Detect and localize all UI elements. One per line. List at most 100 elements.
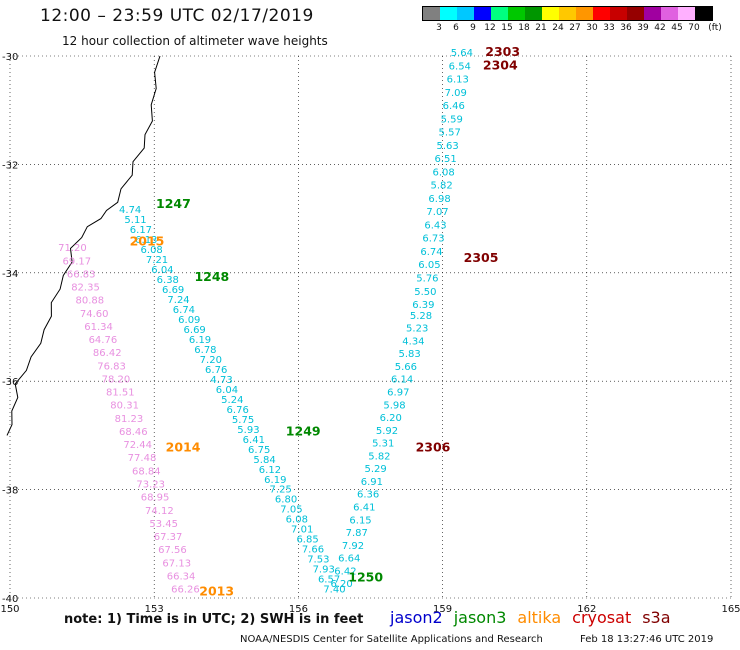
legend-swatch xyxy=(627,7,644,20)
sat-label-s3a: s3a xyxy=(642,608,671,627)
s3a-wave-value: 6.05 xyxy=(418,260,440,271)
legend-labels: 3 6 9 12 15 18 21 24 27 30 33 36 39 42 45 70 (ft) xyxy=(422,23,722,37)
altika-wave-value: 78.20 xyxy=(102,374,131,385)
s3a-wave-value: 5.28 xyxy=(410,311,432,322)
lon-tick-label: 162 xyxy=(577,604,596,615)
s3a-wave-value: 6.51 xyxy=(435,154,457,165)
pass-label-2305: 2305 xyxy=(464,250,499,265)
s3a-wave-value: 6.08 xyxy=(432,167,454,178)
jason3-wave-value: 6.74 xyxy=(173,305,195,316)
altika-wave-value: 61.34 xyxy=(84,322,113,333)
jason3-wave-value: 5.75 xyxy=(232,415,254,426)
legend-swatch xyxy=(440,7,457,20)
altika-wave-value: 81.51 xyxy=(106,388,135,399)
sat-label-altika: altika xyxy=(517,608,562,627)
legend-label: 6 xyxy=(453,23,459,33)
s3a-wave-value: 5.66 xyxy=(395,362,417,373)
pass-label-1250: 1250 xyxy=(348,570,383,585)
altika-wave-value: 74.60 xyxy=(80,309,109,320)
lon-tick-label: 159 xyxy=(433,604,452,615)
legend-swatch xyxy=(576,7,593,20)
s3a-wave-value: 6.46 xyxy=(443,101,465,112)
timestamp-text: Feb 18 13:27:46 UTC 2019 xyxy=(580,634,714,645)
jason3-wave-value: 6.69 xyxy=(184,325,206,336)
legend-label: 39 xyxy=(637,23,649,33)
s3a-wave-value: 5.63 xyxy=(437,141,459,152)
s3a-wave-value: 6.43 xyxy=(424,220,446,231)
s3a-wave-value: 6.13 xyxy=(447,75,469,86)
altika-wave-value: 77.48 xyxy=(128,453,157,464)
altika-wave-value: 67.56 xyxy=(158,545,187,556)
s3a-wave-value: 5.76 xyxy=(416,274,438,285)
s3a-wave-value: 6.20 xyxy=(331,579,353,590)
jason3-wave-value: 6.04 xyxy=(151,265,173,276)
altika-wave-value: 53.45 xyxy=(149,519,178,530)
lat-tick-label: -36 xyxy=(2,377,18,388)
altika-wave-value: 72.44 xyxy=(123,440,152,451)
legend-swatches xyxy=(422,6,713,21)
jason3-wave-value: 7.01 xyxy=(291,525,313,536)
s3a-wave-value: 6.36 xyxy=(357,490,379,501)
jason3-wave-value: 6.09 xyxy=(178,315,200,326)
legend-swatch xyxy=(508,7,525,20)
jason3-wave-value: 6.57 xyxy=(318,575,340,586)
jason3-wave-value: 6.38 xyxy=(157,275,179,286)
legend-swatch xyxy=(644,7,661,20)
altimeter-tracks: 4.745.116.176.136.087.216.046.386.697.24… xyxy=(58,48,473,596)
jason3-wave-value: 4.74 xyxy=(119,205,141,216)
s3a-wave-value: 6.91 xyxy=(361,477,383,488)
lon-tick-label: 153 xyxy=(145,604,164,615)
s3a-wave-value: 5.98 xyxy=(383,400,405,411)
pass-label-1248: 1248 xyxy=(194,269,229,284)
altika-wave-value: 80.31 xyxy=(110,401,139,412)
s3a-wave-value: 6.15 xyxy=(349,515,371,526)
lat-tick-label: -38 xyxy=(2,486,18,497)
s3a-wave-value: 6.39 xyxy=(412,300,434,311)
s3a-wave-value: 6.64 xyxy=(338,554,360,565)
s3a-wave-value: 5.64 xyxy=(451,48,473,59)
altika-wave-value: 86.42 xyxy=(93,348,122,359)
legend-label: 18 xyxy=(518,23,530,33)
jason3-wave-value: 6.80 xyxy=(275,495,297,506)
s3a-wave-value: 5.59 xyxy=(441,114,463,125)
altika-wave-value: 66.26 xyxy=(171,585,200,596)
legend-swatch xyxy=(678,7,695,20)
legend-swatch xyxy=(457,7,474,20)
altika-wave-value: 80.88 xyxy=(76,296,105,307)
jason3-wave-value: 6.78 xyxy=(194,345,216,356)
lon-tick-label: 150 xyxy=(0,604,19,615)
altika-wave-value: 82.35 xyxy=(71,283,100,294)
jason3-wave-value: 7.93 xyxy=(313,565,335,576)
s3a-wave-value: 7.07 xyxy=(426,207,448,218)
jason3-wave-value: 7.66 xyxy=(302,545,324,556)
jason3-wave-value: 6.17 xyxy=(130,225,152,236)
jason3-wave-value: 7.53 xyxy=(307,555,329,566)
s3a-wave-value: 6.54 xyxy=(449,61,471,72)
lat-lon-grid xyxy=(9,55,732,599)
s3a-wave-value: 5.57 xyxy=(439,128,461,139)
jason3-wave-value: 6.69 xyxy=(162,285,184,296)
credit-text: NOAA/NESDIS Center for Satellite Applica… xyxy=(240,634,543,645)
pass-label-2015: 2015 xyxy=(130,234,165,249)
pass-label-1249: 1249 xyxy=(286,423,321,438)
s3a-wave-value: 5.29 xyxy=(365,464,387,475)
pass-label-2014: 2014 xyxy=(166,440,201,455)
lat-tick-label: -40 xyxy=(2,594,18,605)
lon-tick-label: 165 xyxy=(721,604,740,615)
legend-swatch xyxy=(610,7,627,20)
s3a-wave-value: 5.83 xyxy=(399,349,421,360)
legend-label: 70 xyxy=(688,23,700,33)
legend-label: 42 xyxy=(654,23,666,33)
jason3-wave-value: 6.08 xyxy=(141,245,163,256)
s3a-wave-value: 6.74 xyxy=(420,247,442,258)
altika-wave-value: 73.23 xyxy=(136,480,165,491)
altika-wave-value: 66.83 xyxy=(67,269,96,280)
legend-label: 45 xyxy=(671,23,683,33)
altika-wave-value: 67.13 xyxy=(162,558,191,569)
jason3-wave-value: 4.73 xyxy=(210,375,232,386)
map-title: 12:00 – 23:59 UTC 02/17/2019 xyxy=(40,6,314,26)
legend-label: 15 xyxy=(501,23,513,33)
s3a-wave-value: 7.09 xyxy=(445,88,467,99)
pass-label-2303: 2303 xyxy=(485,44,520,59)
